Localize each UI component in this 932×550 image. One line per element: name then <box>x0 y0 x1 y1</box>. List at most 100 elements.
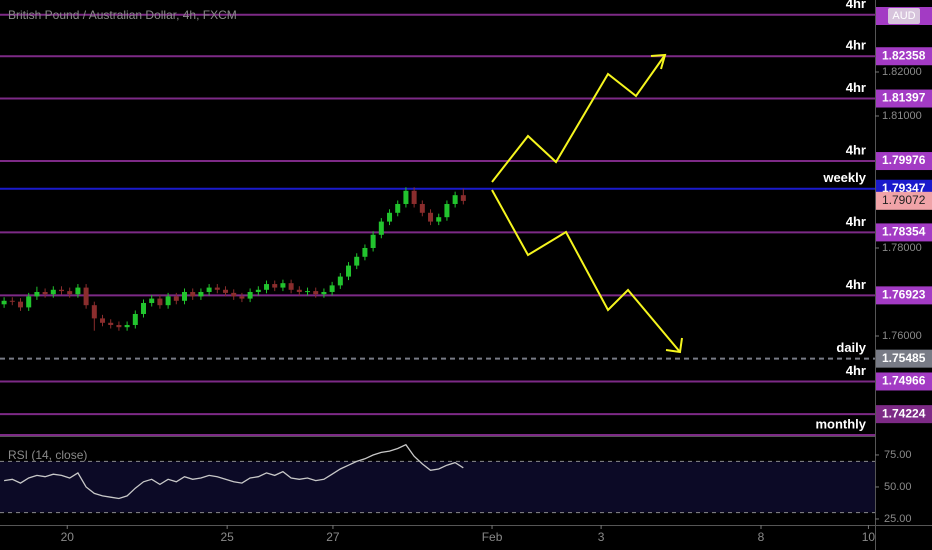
level-label: daily <box>836 340 866 355</box>
candle-body <box>42 291 48 295</box>
candle-body <box>395 203 401 213</box>
y-tick-label: 1.81000 <box>882 110 922 122</box>
y-tick-label: 1.76000 <box>882 330 922 342</box>
price-badge-label: 1.79347 <box>882 181 926 195</box>
candle-body <box>264 284 270 290</box>
rsi-line <box>3 443 464 500</box>
rsi-band <box>0 461 875 513</box>
candle-body <box>419 203 425 213</box>
candle-body <box>100 318 106 323</box>
candle-body <box>67 291 73 295</box>
candle-body <box>206 287 212 292</box>
candle-body <box>1 300 7 305</box>
candle-body <box>149 298 155 303</box>
candle-body <box>108 322 114 325</box>
rsi-tick-label: 75.00 <box>884 449 912 461</box>
price-badge-label: 1.75485 <box>882 351 926 365</box>
bullish-path <box>491 54 666 183</box>
price-badge-label: 1.74224 <box>882 406 926 420</box>
level-label: 4hr <box>846 363 866 378</box>
candle-body <box>239 296 245 299</box>
arrow-head <box>650 53 667 70</box>
candle-body <box>362 247 368 257</box>
candle-body <box>75 287 81 295</box>
level-label: 4hr <box>846 277 866 292</box>
candle-body <box>223 289 229 293</box>
candle-body <box>403 190 409 204</box>
candle-body <box>165 296 171 306</box>
candle-body <box>18 301 24 308</box>
level-label: 4hr <box>846 80 866 95</box>
candle-body <box>173 296 179 301</box>
rsi-tick-label: 50.00 <box>884 481 912 493</box>
annotations <box>491 53 683 354</box>
candle-body <box>141 302 147 314</box>
price-badge <box>876 89 932 108</box>
candle-body <box>288 283 294 290</box>
candle-body <box>255 289 261 292</box>
price-badge <box>876 349 932 368</box>
candle-body <box>272 284 278 288</box>
level-label: 4hr <box>846 214 866 229</box>
arrow-head <box>665 337 683 354</box>
price-badge-label: 1.81397 <box>882 91 926 105</box>
candle-body <box>452 195 458 204</box>
candle-body <box>387 212 393 222</box>
level-label: monthly <box>815 416 866 431</box>
x-tick-label: 20 <box>61 530 75 544</box>
candle-body <box>280 283 286 288</box>
currency-label: AUD <box>892 10 915 22</box>
rsi-tick-label: 25.00 <box>884 513 912 525</box>
price-badge-label: 1.76923 <box>882 288 926 302</box>
x-tick-label: Feb <box>482 530 503 544</box>
price-badge <box>876 47 932 66</box>
x-tick-label: 25 <box>220 530 234 544</box>
x-tick-label: 27 <box>326 530 340 544</box>
candle-body <box>116 324 122 328</box>
x-tick-label: 3 <box>598 530 605 544</box>
candle-body <box>34 291 40 297</box>
candle-body <box>83 287 89 306</box>
candle-body <box>346 265 352 277</box>
candle-body <box>436 217 442 222</box>
price-badge <box>876 286 932 305</box>
current-price-label: 1.79072 <box>882 193 926 207</box>
candle-body <box>182 291 188 301</box>
candle-body <box>444 203 450 218</box>
x-tick-label: 10 <box>862 530 876 544</box>
candle-body <box>59 289 65 292</box>
x-tick-label: 8 <box>758 530 765 544</box>
candle-body <box>411 190 417 204</box>
level-label: 4hr <box>846 38 866 53</box>
price-badge-label: 1.78354 <box>882 225 926 239</box>
candle-body <box>321 291 327 295</box>
level-label: 4hr <box>846 142 866 157</box>
price-badge <box>876 223 932 242</box>
price-badge-label: 1.82358 <box>882 48 926 62</box>
candle-body <box>313 291 319 295</box>
candle-body <box>329 285 335 292</box>
y-tick-label: 1.82000 <box>882 66 922 78</box>
candle-body <box>132 313 138 325</box>
rsi-title: RSI (14, close) <box>8 448 87 462</box>
candle-body <box>428 212 434 222</box>
candle-body <box>337 276 343 286</box>
candle-body <box>305 291 311 293</box>
candle-body <box>231 292 237 297</box>
candle-body <box>198 291 204 297</box>
candle-body <box>214 287 220 290</box>
price-badge <box>876 405 932 424</box>
candle-body <box>354 256 360 266</box>
level-label: weekly <box>822 170 866 185</box>
price-badge <box>876 152 932 171</box>
candle-body <box>9 300 15 302</box>
candle-body <box>26 296 32 308</box>
candle-body <box>247 291 253 299</box>
currency-tag <box>888 8 920 24</box>
candle-body <box>460 195 466 201</box>
candle-body <box>378 221 384 235</box>
